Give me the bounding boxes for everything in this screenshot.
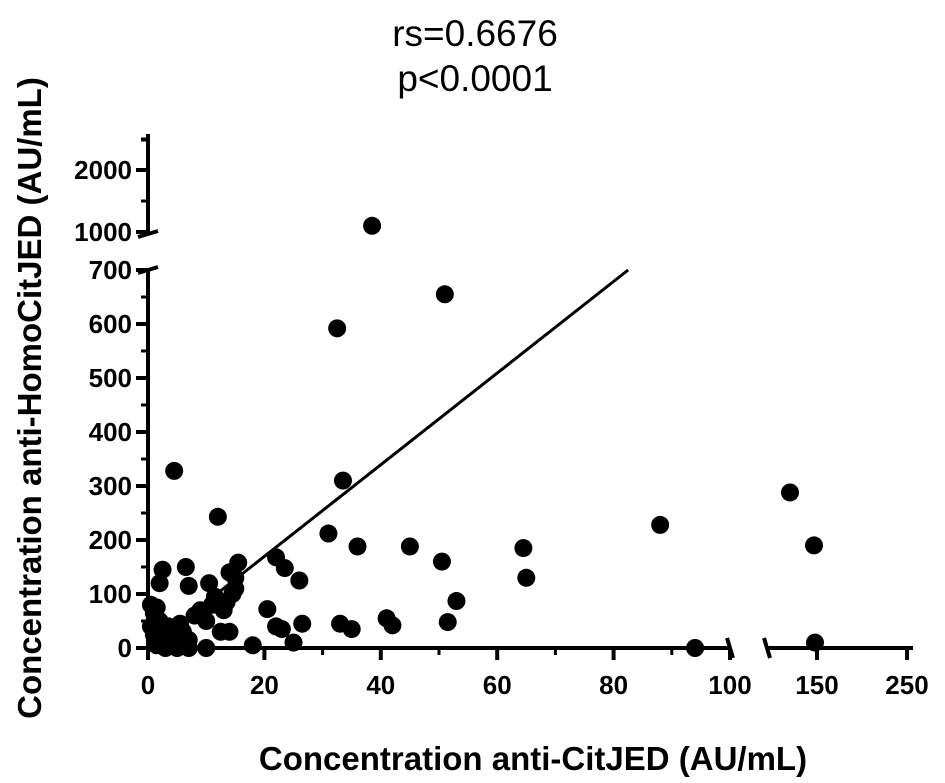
y-tick-label: 400 [89, 417, 132, 447]
y-tick-label: 1000 [74, 217, 132, 247]
x-tick-label: 60 [483, 670, 512, 700]
data-point [243, 636, 262, 655]
data-point [197, 612, 216, 630]
y-tick-label: 200 [89, 525, 132, 555]
axis-ticks [136, 137, 909, 660]
data-point [150, 574, 169, 593]
data-point [438, 613, 457, 632]
y-axis-title: Concentration anti-HomoCitJED (AU/mL) [11, 77, 48, 719]
data-point [333, 471, 352, 490]
data-point [328, 319, 347, 338]
data-point [220, 622, 239, 641]
data-point [319, 524, 338, 543]
y-tick-label: 600 [89, 309, 132, 339]
x-axis-title: Concentration anti-CitJED (AU/mL) [259, 740, 807, 777]
data-point [290, 571, 309, 590]
y-tick-label: 500 [89, 363, 132, 393]
data-point [176, 558, 195, 576]
data-point [805, 536, 823, 555]
x-tick-label: 100 [708, 670, 751, 700]
data-point [229, 553, 248, 572]
axis-tick-labels: 0 20 40 60 80 100 150 250 0 100 200 300 400 500 600 700… [74, 155, 929, 700]
data-point [179, 639, 198, 657]
data-point [197, 639, 216, 657]
x-tick-label: 20 [250, 670, 279, 700]
p-value-annotation: p<0.0001 [397, 58, 552, 99]
data-point [275, 559, 294, 578]
y-tick-label: 2000 [74, 155, 132, 185]
data-point [165, 461, 184, 480]
data-point [514, 539, 533, 558]
x-tick-label: 250 [885, 670, 928, 700]
data-point [200, 574, 219, 593]
data-point [383, 616, 402, 635]
x-tick-label: 150 [795, 670, 838, 700]
y-tick-label: 100 [89, 579, 132, 609]
data-point [363, 216, 382, 235]
y-tick-label: 300 [89, 471, 132, 501]
y-tick-label: 0 [118, 633, 132, 663]
data-point [208, 507, 227, 526]
data-points [141, 216, 824, 657]
data-point [284, 633, 303, 652]
data-point [806, 633, 824, 652]
x-tick-label: 40 [366, 670, 395, 700]
data-point [348, 537, 367, 556]
spearman-rs-annotation: rs=0.6676 [392, 13, 558, 54]
data-point [400, 537, 419, 556]
data-point [342, 620, 361, 639]
data-point [686, 639, 705, 657]
data-point [293, 614, 312, 633]
data-point [147, 598, 166, 617]
x-tick-label: 80 [599, 670, 628, 700]
data-point [272, 620, 291, 639]
x-axis-break-right [762, 637, 772, 659]
data-point [432, 552, 451, 571]
data-point [447, 592, 466, 611]
data-point [226, 579, 245, 598]
data-point [651, 515, 670, 534]
data-point [517, 568, 536, 587]
data-point [179, 576, 198, 595]
data-point [781, 483, 799, 502]
y-tick-label: 700 [89, 255, 132, 285]
x-tick-label: 0 [141, 670, 155, 700]
data-point [258, 600, 277, 619]
data-point [435, 285, 454, 304]
data-point [153, 560, 172, 579]
